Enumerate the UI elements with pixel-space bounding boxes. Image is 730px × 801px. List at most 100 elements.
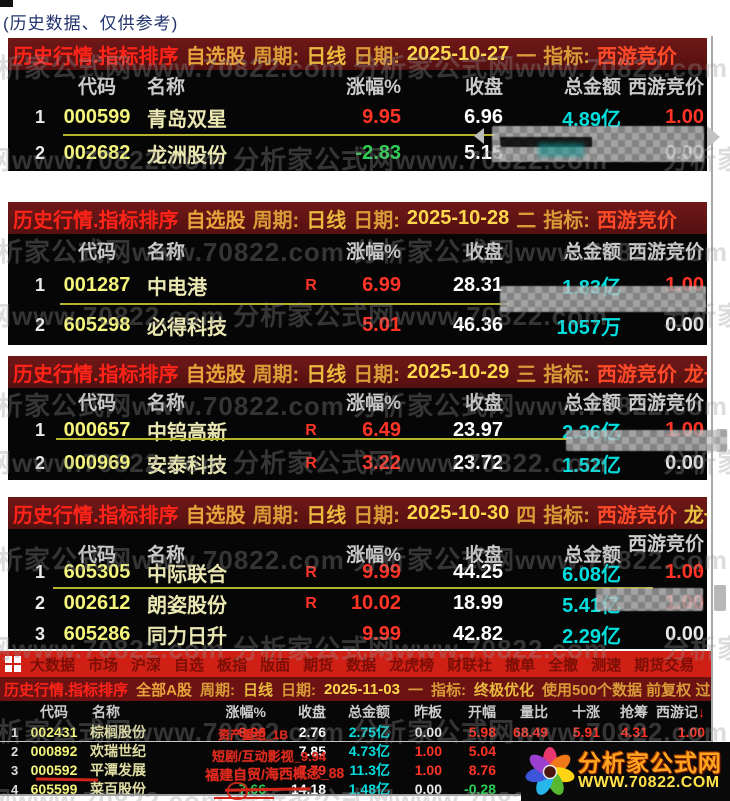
- menu-item-market[interactable]: 市场: [88, 656, 119, 674]
- col-amount[interactable]: 总金额: [563, 545, 621, 566]
- table-row[interactable]: 2 000969 安泰科技 R 3.22 23.72 1.52亿 0.00: [8, 447, 707, 480]
- menu-item-shuju[interactable]: 数据: [346, 656, 377, 674]
- table-row[interactable]: 3 605286 同力日升 9.99 42.82 2.29亿 0.00: [8, 619, 707, 649]
- indicator-label: 指标:: [543, 209, 590, 232]
- menu-item-qihuo[interactable]: 期货: [303, 656, 334, 674]
- change-value: 9.96: [238, 724, 266, 740]
- corner-artifact: [0, 0, 13, 7]
- close-value: 18.99: [452, 592, 503, 614]
- col-name[interactable]: 名称: [147, 76, 186, 98]
- col-code[interactable]: 代码: [77, 241, 116, 263]
- amount-value: 11.3亿: [349, 762, 390, 778]
- change-value: 3.22: [362, 452, 401, 474]
- apps-grid-icon[interactable]: [5, 656, 21, 672]
- indicator-value: 西游竞价: [596, 45, 677, 68]
- row-index: 4: [11, 781, 19, 797]
- col-xiyouji[interactable]: 西游记↓: [656, 703, 705, 720]
- stock-name: 中际联合: [147, 564, 227, 586]
- date-label: 日期:: [281, 681, 317, 699]
- col-change[interactable]: 涨幅%: [225, 703, 266, 720]
- menu-item-bigdata[interactable]: 大数据: [30, 656, 76, 674]
- row-index: 1: [35, 107, 46, 127]
- shizhang-value: 5.91: [572, 724, 600, 740]
- col-close[interactable]: 收盘: [464, 545, 503, 566]
- col-name[interactable]: 名称: [92, 703, 120, 720]
- table-row[interactable]: 1 605305 中际联合 R 9.99 44.25 6.08亿 1.00: [8, 557, 707, 588]
- col-code[interactable]: 代码: [40, 703, 68, 720]
- col-code[interactable]: 代码: [77, 393, 116, 414]
- col-liangbi[interactable]: 量比: [520, 703, 548, 720]
- scope-label: 自选股: [185, 45, 246, 68]
- history-panel-2025-10-30: 历史行情.指标排序 自选股 周期: 日线 日期: 2025-10-30 四 指标…: [8, 497, 707, 649]
- col-change[interactable]: 涨幅%: [346, 393, 401, 414]
- col-amount[interactable]: 总金额: [563, 393, 621, 414]
- period-label: 周期:: [252, 45, 300, 68]
- col-change[interactable]: 涨幅%: [346, 76, 401, 98]
- stock-name: 菜百股份: [90, 781, 146, 797]
- indicator-value: 西游竞价: [596, 504, 677, 527]
- menu-item-banmian[interactable]: 版面: [260, 656, 291, 674]
- col-close[interactable]: 收盘: [464, 241, 503, 263]
- amount-value: 4.89亿: [562, 109, 621, 131]
- zuoban-value: 0.00: [414, 781, 442, 797]
- col-change[interactable]: 涨幅%: [346, 241, 401, 263]
- col-amount[interactable]: 总金额: [348, 703, 390, 720]
- amount-value: 1057万: [556, 316, 622, 339]
- annotation-underline: [214, 797, 274, 799]
- period-label: 周期:: [252, 504, 300, 527]
- col-kaifu[interactable]: 开幅: [468, 703, 496, 720]
- menu-item-longhubang[interactable]: 龙虎榜: [389, 656, 435, 674]
- row-index: 2: [35, 142, 46, 163]
- col-shizhang[interactable]: 十涨: [572, 703, 600, 720]
- col-zuoban[interactable]: 昨板: [414, 703, 442, 720]
- amount-value: 1.48亿: [348, 781, 390, 797]
- col-bid[interactable]: 西游竞价: [627, 241, 704, 263]
- annotation-note: 短剧/互动影视_9.94: [212, 749, 327, 764]
- sort-desc-icon: ↓: [698, 703, 705, 720]
- col-name[interactable]: 名称: [147, 545, 186, 566]
- scroll-right-icon[interactable]: [707, 126, 720, 148]
- menu-item-zixuan[interactable]: 自选: [174, 656, 205, 674]
- stock-name: 龙洲股份: [147, 144, 227, 167]
- stock-code: 605599: [30, 781, 78, 797]
- menu-item-hushen[interactable]: 沪深: [131, 656, 162, 674]
- menu-item-banzhi[interactable]: 板指: [217, 656, 248, 674]
- date-label: 日期:: [353, 363, 400, 386]
- col-close[interactable]: 收盘: [464, 76, 503, 98]
- col-code[interactable]: 代码: [77, 76, 116, 98]
- history-panel-2025-10-27: 历史行情.指标排序 自选股 周期: 日线 日期: 2025-10-27 一 指标…: [8, 38, 707, 171]
- col-close[interactable]: 收盘: [298, 703, 326, 720]
- menu-item-cailianshe[interactable]: 财联社: [447, 656, 493, 674]
- weekday-value: 三: [516, 363, 537, 386]
- column-header-row: 代码 名称 涨幅% 收盘 总金额 西游竞价↓: [8, 529, 707, 577]
- censor-blur: [566, 430, 727, 451]
- table-row[interactable]: 1 002431 棕榈股份 9.96 2.76 2.75亿 0.00 5.98 …: [0, 722, 711, 741]
- col-bid[interactable]: 西游竞价: [627, 76, 704, 98]
- stock-name: 朗姿股份: [147, 595, 227, 617]
- col-change[interactable]: 涨幅%: [346, 545, 401, 566]
- table-row[interactable]: 3 000592 平潭发展 7.79 11.3亿 1.00 8.76 2: [0, 760, 711, 779]
- col-amount[interactable]: 总金额: [563, 241, 621, 263]
- col-close[interactable]: 收盘: [464, 393, 503, 414]
- table-row[interactable]: 2 605298 必得科技 5.01 46.36 1057万 0.00: [8, 305, 707, 345]
- scroll-left-icon[interactable]: [474, 128, 484, 144]
- indicator-label: 指标:: [543, 504, 590, 527]
- col-bid[interactable]: 西游竞价: [627, 393, 704, 414]
- col-amount[interactable]: 总金额: [563, 76, 621, 98]
- indicator-label: 指标:: [543, 363, 590, 386]
- menu-item-qihuojiaoyi[interactable]: 期货交易: [634, 656, 695, 674]
- menu-item-chedan[interactable]: 撤单: [505, 656, 536, 674]
- scrollbar-thumb[interactable]: [714, 585, 726, 611]
- menu-item-cesu[interactable]: 测速: [591, 656, 622, 674]
- menu-item-quanche[interactable]: 全撤: [548, 656, 579, 674]
- col-name[interactable]: 名称: [147, 241, 186, 263]
- row-index: 2: [35, 453, 46, 473]
- stock-code: 605286: [63, 622, 131, 645]
- table-row[interactable]: 1 000599 青岛双星 9.95 6.96 4.89亿 1.00: [8, 100, 707, 135]
- col-qiangchou[interactable]: 抢筹: [620, 703, 648, 720]
- col-bid[interactable]: 西游竞价↓: [627, 534, 704, 577]
- col-name[interactable]: 名称: [147, 393, 186, 414]
- col-code[interactable]: 代码: [77, 545, 116, 566]
- kaifu-value: -0.28: [464, 781, 496, 797]
- stock-code: 000592: [30, 762, 78, 778]
